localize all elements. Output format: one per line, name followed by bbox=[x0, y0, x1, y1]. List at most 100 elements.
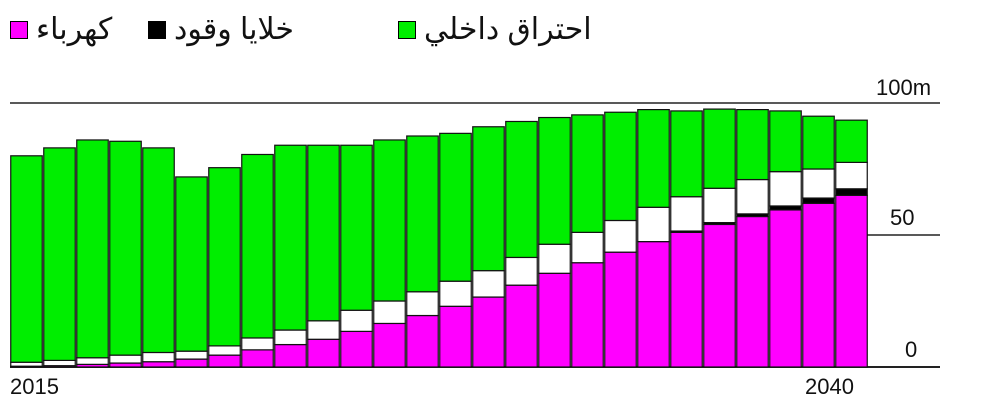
bar-segment-2017-s2 bbox=[76, 357, 109, 365]
bar-segment-2039-s3 bbox=[802, 115, 835, 170]
bar-segment-2016-s2 bbox=[43, 359, 76, 367]
bar-segment-2022-s0 bbox=[241, 349, 274, 368]
bar-2027 bbox=[406, 135, 439, 368]
bar-2021 bbox=[208, 167, 241, 368]
bar-2024 bbox=[307, 144, 340, 368]
bar-segment-2039-s0 bbox=[802, 202, 835, 368]
legend-item-ice: احتراق داخلي bbox=[398, 12, 592, 48]
axis-labels: 0 50 100m 2015 2040 bbox=[10, 75, 931, 399]
bar-segment-2021-s2 bbox=[208, 345, 241, 356]
bar-segment-2034-s2 bbox=[637, 206, 670, 243]
legend-swatch-electric bbox=[10, 21, 28, 39]
bar-2038 bbox=[769, 110, 802, 368]
bar-segment-2029-s2 bbox=[472, 270, 505, 298]
bar-segment-2020-s2 bbox=[175, 350, 208, 360]
legend-swatch-fuel-cell bbox=[148, 21, 166, 39]
legend-label-fuel-cell: خلايا وقود bbox=[174, 13, 294, 46]
bar-segment-2028-s0 bbox=[439, 305, 472, 368]
bar-segment-2029-s3 bbox=[472, 126, 505, 272]
bar-segment-2019-s0 bbox=[142, 361, 175, 368]
bar-2034 bbox=[637, 108, 670, 368]
bar-segment-2030-s3 bbox=[505, 120, 538, 259]
chart-legend: كهرباء خلايا وقود احتراق داخلي bbox=[0, 6, 1000, 50]
bar-segment-2018-s3 bbox=[109, 140, 142, 356]
bar-2030 bbox=[505, 120, 538, 368]
bar-segment-2040-s0 bbox=[835, 194, 868, 368]
bar-segment-2026-s2 bbox=[373, 300, 406, 325]
bar-segment-2015-s3 bbox=[10, 155, 43, 363]
bar-segment-2027-s2 bbox=[406, 291, 439, 317]
bar-2029 bbox=[472, 126, 505, 368]
bar-2040 bbox=[835, 119, 868, 368]
bar-segment-2038-s0 bbox=[769, 209, 802, 368]
legend-swatch-ice bbox=[398, 21, 416, 39]
bar-segment-2028-s3 bbox=[439, 132, 472, 282]
bar-segment-2037-s2 bbox=[736, 178, 769, 215]
bar-2032 bbox=[571, 114, 604, 368]
bar-segment-2035-s2 bbox=[670, 196, 703, 232]
bar-2017 bbox=[76, 139, 109, 368]
bar-segment-2025-s0 bbox=[340, 330, 373, 368]
bar-segment-2037-s3 bbox=[736, 108, 769, 181]
bar-segment-2039-s2 bbox=[802, 168, 835, 199]
bar-segment-2033-s0 bbox=[604, 251, 637, 368]
bar-segment-2026-s0 bbox=[373, 322, 406, 368]
bar-segment-2033-s2 bbox=[604, 219, 637, 253]
bar-segment-2017-s3 bbox=[76, 139, 109, 359]
bar-segment-2021-s3 bbox=[208, 167, 241, 347]
bar-segment-2038-s2 bbox=[769, 171, 802, 207]
bar-2037 bbox=[736, 108, 769, 368]
bar-segment-2035-s3 bbox=[670, 110, 703, 198]
bar-segment-2034-s0 bbox=[637, 241, 670, 368]
legend-label-electric: كهرباء bbox=[36, 13, 113, 46]
bar-segment-2024-s3 bbox=[307, 144, 340, 322]
bar-segment-2027-s0 bbox=[406, 314, 439, 368]
bar-2015 bbox=[10, 155, 43, 368]
bar-segment-2033-s3 bbox=[604, 111, 637, 222]
bar-segment-2020-s0 bbox=[175, 358, 208, 368]
bar-2035 bbox=[670, 110, 703, 368]
bar-segment-2040-s1 bbox=[835, 188, 868, 197]
bar-segment-2022-s2 bbox=[241, 337, 274, 351]
y-tick-label-0: 0 bbox=[905, 337, 917, 362]
bar-segment-2028-s2 bbox=[439, 280, 472, 307]
bar-segment-2031-s3 bbox=[538, 116, 571, 245]
bar-2025 bbox=[340, 144, 373, 368]
bar-2019 bbox=[142, 147, 175, 368]
bar-segment-2040-s3 bbox=[835, 119, 868, 164]
bar-segment-2031-s0 bbox=[538, 272, 571, 368]
bar-segment-2025-s3 bbox=[340, 144, 373, 311]
bar-segment-2035-s0 bbox=[670, 231, 703, 368]
bar-segment-2019-s3 bbox=[142, 147, 175, 354]
bar-segment-2023-s2 bbox=[274, 329, 307, 346]
bar-2023 bbox=[274, 144, 307, 368]
bar-segment-2038-s3 bbox=[769, 110, 802, 173]
bar-segment-2039-s1 bbox=[802, 197, 835, 204]
bar-segment-2019-s2 bbox=[142, 351, 175, 363]
x-tick-label-first: 2015 bbox=[10, 374, 59, 399]
legend-item-electric: كهرباء bbox=[10, 12, 112, 48]
bar-segment-2024-s2 bbox=[307, 320, 340, 340]
bar-segment-2029-s0 bbox=[472, 296, 505, 368]
bar-2039 bbox=[802, 115, 835, 368]
bar-segment-2023-s0 bbox=[274, 343, 307, 368]
bar-2022 bbox=[241, 153, 274, 368]
y-tick-label-100: 100m bbox=[876, 75, 931, 100]
bar-segment-2032-s0 bbox=[571, 262, 604, 368]
y-tick-label-50: 50 bbox=[890, 205, 914, 230]
bar-2033 bbox=[604, 111, 637, 368]
bar-2016 bbox=[43, 147, 76, 368]
bar-segment-2036-s3 bbox=[703, 108, 736, 189]
bar-2036 bbox=[703, 108, 736, 368]
bar-segment-2030-s0 bbox=[505, 284, 538, 368]
bar-segment-2040-s2 bbox=[835, 161, 868, 190]
legend-label-ice: احتراق داخلي bbox=[424, 13, 592, 46]
bar-segment-2034-s3 bbox=[637, 108, 670, 208]
bar-2020 bbox=[175, 176, 208, 368]
bar-segment-2022-s3 bbox=[241, 153, 274, 339]
bar-segment-2032-s3 bbox=[571, 114, 604, 233]
x-tick-label-last: 2040 bbox=[805, 374, 854, 399]
bar-segment-2027-s3 bbox=[406, 135, 439, 293]
legend-item-fuel-cell: خلايا وقود bbox=[148, 12, 294, 48]
